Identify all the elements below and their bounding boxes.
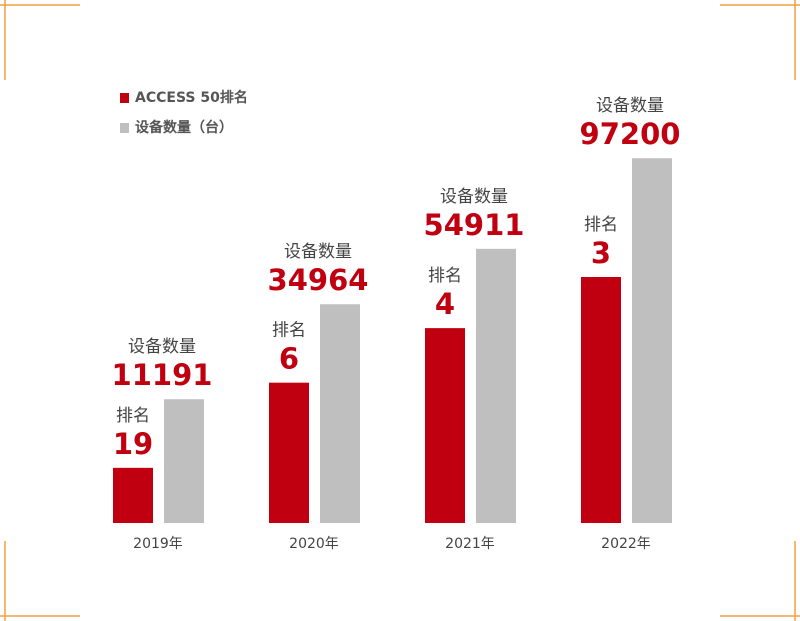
x-tick-label: 2019年: [133, 536, 183, 552]
value-label: 54911: [424, 208, 525, 242]
bar-label: 设备数量: [596, 96, 664, 116]
bar-label: 设备数量: [128, 337, 196, 357]
bar-label: 设备数量: [284, 242, 352, 262]
bar: [320, 304, 360, 523]
bar: [269, 382, 309, 523]
x-tick-label: 2021年: [445, 536, 495, 552]
corner: [720, 0, 800, 80]
bar: [632, 158, 672, 523]
x-tick-label: 2020年: [289, 536, 339, 552]
bar: [164, 399, 204, 523]
value-label: 11191: [112, 358, 213, 392]
value-label: 4: [435, 287, 455, 321]
bar: [113, 467, 153, 523]
legend-swatch: [120, 93, 129, 103]
bar-label: 排名: [116, 406, 150, 426]
corner: [720, 541, 800, 621]
bar: [581, 276, 621, 523]
value-label: 3: [591, 236, 611, 270]
bar: [425, 328, 465, 523]
bar-label: 排名: [584, 215, 618, 235]
x-tick-label: 2022年: [601, 536, 651, 552]
legend-label: 设备数量（台）: [135, 119, 233, 136]
bar: [476, 248, 516, 524]
value-label: 97200: [580, 117, 681, 151]
legend-swatch: [120, 123, 129, 133]
bar-label: 设备数量: [440, 187, 508, 207]
corner: [0, 541, 80, 621]
bar-label: 排名: [428, 266, 462, 286]
value-label: 6: [279, 342, 299, 376]
legend-label: ACCESS 50排名: [135, 89, 248, 106]
bar-label: 排名: [272, 321, 306, 341]
value-label: 34964: [268, 263, 369, 297]
value-label: 19: [113, 427, 153, 461]
corner: [0, 0, 80, 80]
